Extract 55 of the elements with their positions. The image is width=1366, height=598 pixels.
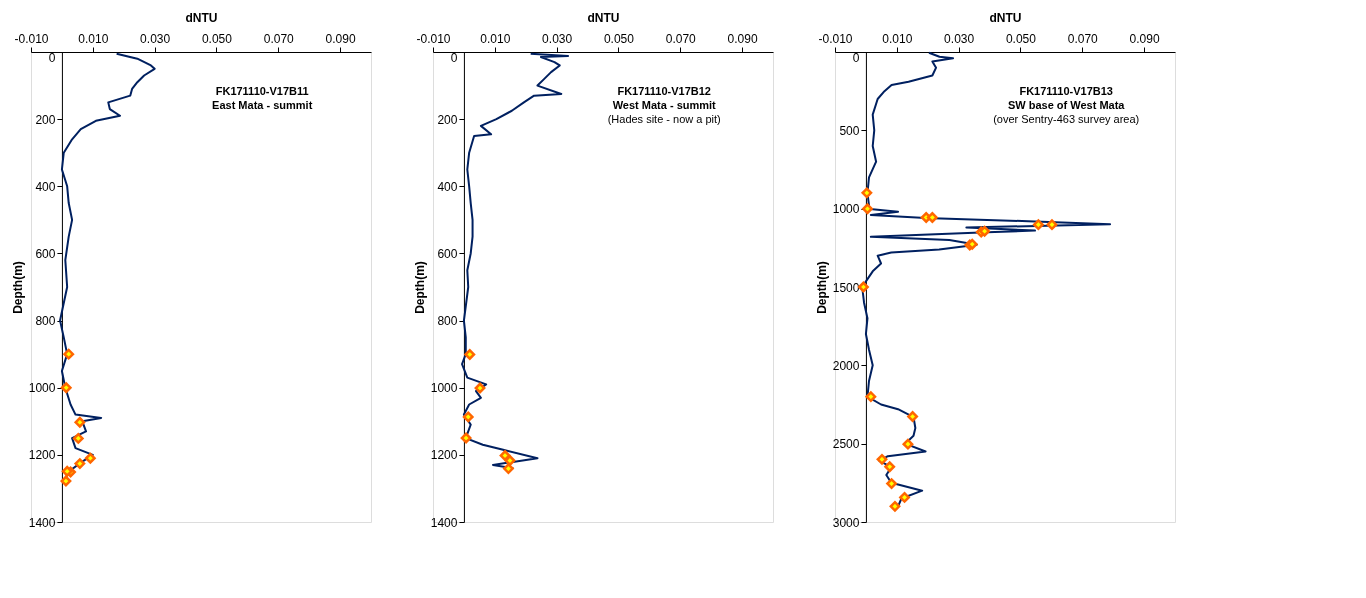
y-axis-title: Depth(m) bbox=[10, 261, 25, 314]
annotation: (Hades site - now a pit) bbox=[607, 113, 721, 125]
annotation: (over Sentry-463 survey area) bbox=[993, 113, 1140, 125]
x-tick-label: 0.050 bbox=[201, 31, 233, 46]
y-axis-title: Depth(m) bbox=[412, 261, 427, 314]
y-tick-label: 2500 bbox=[832, 437, 860, 452]
y-tick-label: 0 bbox=[450, 50, 458, 65]
y-tick-label: 200 bbox=[35, 112, 56, 127]
y-tick-label: 1400 bbox=[430, 515, 458, 530]
x-tick-label: 0.070 bbox=[665, 31, 697, 46]
x-axis-title: dNTU bbox=[185, 10, 218, 25]
y-tick-label: 3000 bbox=[832, 515, 860, 530]
y-tick-label: 1000 bbox=[832, 202, 860, 217]
x-tick-label: 0.030 bbox=[944, 31, 975, 46]
x-tick-label: 0.090 bbox=[325, 31, 356, 46]
y-tick-label: 1400 bbox=[28, 515, 56, 530]
y-tick-label: 2000 bbox=[832, 358, 860, 373]
annotation: SW base of West Mata bbox=[1007, 99, 1126, 111]
y-tick-label: 800 bbox=[35, 314, 56, 329]
x-tick-label: 0.050 bbox=[1005, 31, 1037, 46]
y-tick-label: 800 bbox=[437, 314, 458, 329]
y-tick-label: 600 bbox=[35, 246, 56, 261]
annotation: West Mata - summit bbox=[612, 99, 717, 111]
x-tick-label: 0.090 bbox=[727, 31, 758, 46]
annotation: FK171110-V17B11 bbox=[215, 85, 309, 97]
x-tick-label: -0.010 bbox=[416, 31, 451, 46]
y-tick-label: 1200 bbox=[28, 448, 56, 463]
annotation: FK171110-V17B13 bbox=[1019, 85, 1113, 97]
x-tick-label: 0.030 bbox=[542, 31, 573, 46]
y-tick-label: 200 bbox=[437, 112, 458, 127]
y-tick-label: 400 bbox=[437, 179, 458, 194]
x-axis-title: dNTU bbox=[989, 10, 1022, 25]
y-tick-label: 1000 bbox=[28, 381, 56, 396]
x-tick-label: 0.050 bbox=[603, 31, 635, 46]
x-tick-label: 0.090 bbox=[1129, 31, 1160, 46]
y-tick-label: 1500 bbox=[832, 280, 860, 295]
x-axis-title: dNTU bbox=[587, 10, 620, 25]
y-axis-title: Depth(m) bbox=[814, 261, 829, 314]
y-tick-label: 600 bbox=[437, 246, 458, 261]
y-tick-label: 0 bbox=[852, 50, 860, 65]
x-tick-label: -0.010 bbox=[818, 31, 853, 46]
x-tick-label: 0.030 bbox=[140, 31, 171, 46]
x-tick-label: 0.070 bbox=[263, 31, 295, 46]
y-tick-label: 1200 bbox=[430, 448, 458, 463]
x-tick-label: 0.010 bbox=[882, 31, 913, 46]
x-tick-label: 0.070 bbox=[1067, 31, 1099, 46]
annotation: East Mata - summit bbox=[212, 99, 313, 111]
annotation: FK171110-V17B12 bbox=[617, 85, 711, 97]
y-tick-label: 1000 bbox=[430, 381, 458, 396]
y-tick-label: 500 bbox=[839, 123, 860, 138]
x-tick-label: 0.010 bbox=[78, 31, 109, 46]
x-tick-label: 0.010 bbox=[480, 31, 511, 46]
x-tick-label: -0.010 bbox=[14, 31, 49, 46]
y-tick-label: 0 bbox=[48, 50, 56, 65]
y-tick-label: 400 bbox=[35, 179, 56, 194]
